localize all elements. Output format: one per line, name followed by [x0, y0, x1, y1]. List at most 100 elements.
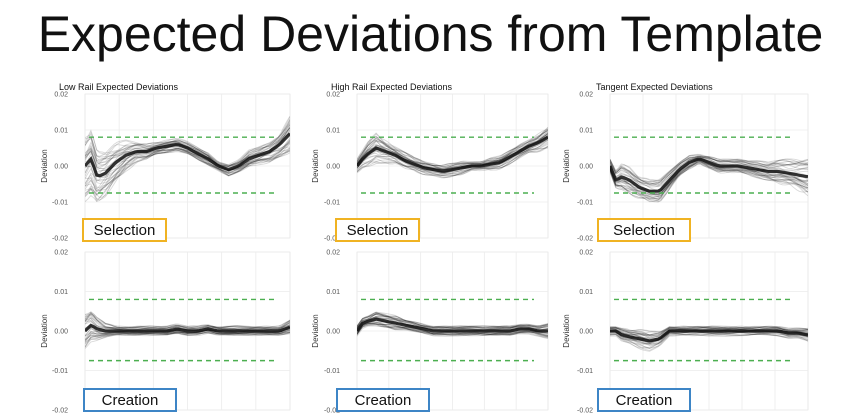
deviation-curve	[610, 333, 808, 349]
creation-label: Creation	[597, 388, 691, 412]
deviation-curve	[85, 127, 290, 169]
deviation-curve	[357, 313, 548, 330]
y-tick-label: -0.01	[324, 368, 340, 375]
y-tick-label: -0.02	[324, 408, 340, 415]
deviation-curve	[85, 329, 290, 344]
y-tick-label: 0.01	[54, 289, 68, 296]
mean-deviation-line	[357, 317, 548, 333]
deviation-curve	[85, 133, 290, 182]
deviation-curve	[85, 331, 290, 348]
deviation-curve	[85, 149, 290, 202]
deviation-curve	[85, 142, 290, 194]
deviation-curve	[357, 313, 548, 329]
deviation-curve	[357, 323, 548, 337]
deviation-curve	[85, 329, 290, 340]
deviation-curve	[85, 147, 290, 202]
deviation-curve	[357, 313, 548, 330]
deviation-curve	[85, 331, 290, 345]
deviation-curve	[357, 313, 548, 330]
y-tick-label: -0.02	[52, 236, 68, 243]
deviation-curves	[357, 126, 548, 179]
y-tick-label: 0.02	[579, 250, 593, 257]
deviation-curve	[610, 333, 808, 351]
deviation-curve	[357, 130, 548, 168]
deviation-curve	[610, 154, 808, 185]
deviation-curve	[610, 333, 808, 349]
deviation-curve	[357, 323, 548, 335]
y-axis-label: Deviation	[562, 314, 571, 347]
y-tick-label: 0.00	[54, 329, 68, 336]
deviation-curve	[85, 115, 290, 166]
y-tick-label: -0.01	[52, 368, 68, 375]
deviation-curve	[357, 128, 548, 166]
deviation-curve	[357, 128, 548, 167]
y-tick-label: -0.02	[577, 236, 593, 243]
deviation-curve	[357, 312, 548, 329]
deviation-curve	[610, 161, 808, 196]
deviation-curve	[85, 311, 290, 329]
deviation-curve	[610, 163, 808, 201]
deviation-curve	[610, 156, 808, 186]
mean-deviation-line	[85, 132, 290, 178]
deviation-curve	[85, 314, 290, 330]
chart-panel-1: 0.02 0.01 0.00 -0.01 -0.02 Deviation Low Rail …	[40, 82, 291, 243]
deviation-curve	[357, 311, 548, 329]
mean-deviation-line	[610, 329, 808, 343]
deviation-curve	[610, 162, 808, 203]
deviation-curve	[357, 313, 548, 329]
deviation-curves	[357, 311, 548, 339]
deviation-curve	[610, 325, 808, 336]
deviation-curve	[610, 326, 808, 336]
deviation-curve	[610, 327, 808, 340]
deviation-curve	[357, 325, 548, 339]
deviation-curve	[610, 331, 808, 346]
deviation-curve	[357, 128, 548, 167]
deviation-curve	[85, 120, 290, 167]
deviation-curve	[85, 315, 290, 329]
deviation-curve	[610, 327, 808, 338]
y-tick-label: -0.02	[324, 236, 340, 243]
deviation-curve	[610, 326, 808, 336]
deviation-curve	[610, 162, 808, 200]
deviation-curve	[610, 326, 808, 336]
deviation-curve	[357, 322, 548, 338]
deviation-curve	[610, 163, 808, 200]
deviation-curve	[357, 142, 548, 175]
deviation-curve	[85, 143, 290, 197]
deviation-curves	[85, 311, 290, 349]
deviation-curve	[85, 121, 290, 167]
deviation-curve	[610, 153, 808, 182]
y-tick-label: -0.01	[577, 200, 593, 207]
deviation-curve	[357, 312, 548, 329]
deviation-curve	[610, 333, 808, 352]
deviation-curve	[85, 119, 290, 166]
deviation-curve	[85, 116, 290, 167]
creation-label: Creation	[336, 388, 430, 412]
y-tick-label: -0.01	[577, 368, 593, 375]
y-tick-label: 0.02	[326, 250, 340, 257]
deviation-curve	[85, 311, 290, 329]
deviation-curve	[357, 316, 548, 331]
deviation-curve	[357, 313, 548, 329]
deviation-curve	[85, 318, 290, 331]
deviation-curve	[357, 143, 548, 179]
deviation-curve	[610, 155, 808, 184]
deviation-curve	[85, 124, 290, 167]
deviation-curve	[357, 321, 548, 338]
deviation-curve	[610, 156, 808, 182]
deviation-curve	[610, 325, 808, 334]
selection-label: Selection	[82, 218, 167, 242]
y-axis-label: Deviation	[311, 149, 320, 182]
deviation-curve	[610, 160, 808, 197]
chart-panel-5: 0.02 0.01 0.00 -0.01 -0.02 Deviation	[311, 250, 549, 415]
deviation-curve	[610, 332, 808, 349]
deviation-curve	[357, 312, 548, 329]
y-axis-label: Deviation	[40, 314, 49, 347]
y-tick-label: -0.02	[577, 408, 593, 415]
y-tick-label: 0.00	[54, 164, 68, 171]
deviation-curve	[610, 161, 808, 202]
deviation-curve	[610, 161, 808, 199]
deviation-curve	[357, 145, 548, 176]
chart-panel-6: 0.02 0.01 0.00 -0.01 -0.02 Deviation	[562, 250, 809, 415]
panel-title: Tangent Expected Deviations	[596, 82, 713, 92]
